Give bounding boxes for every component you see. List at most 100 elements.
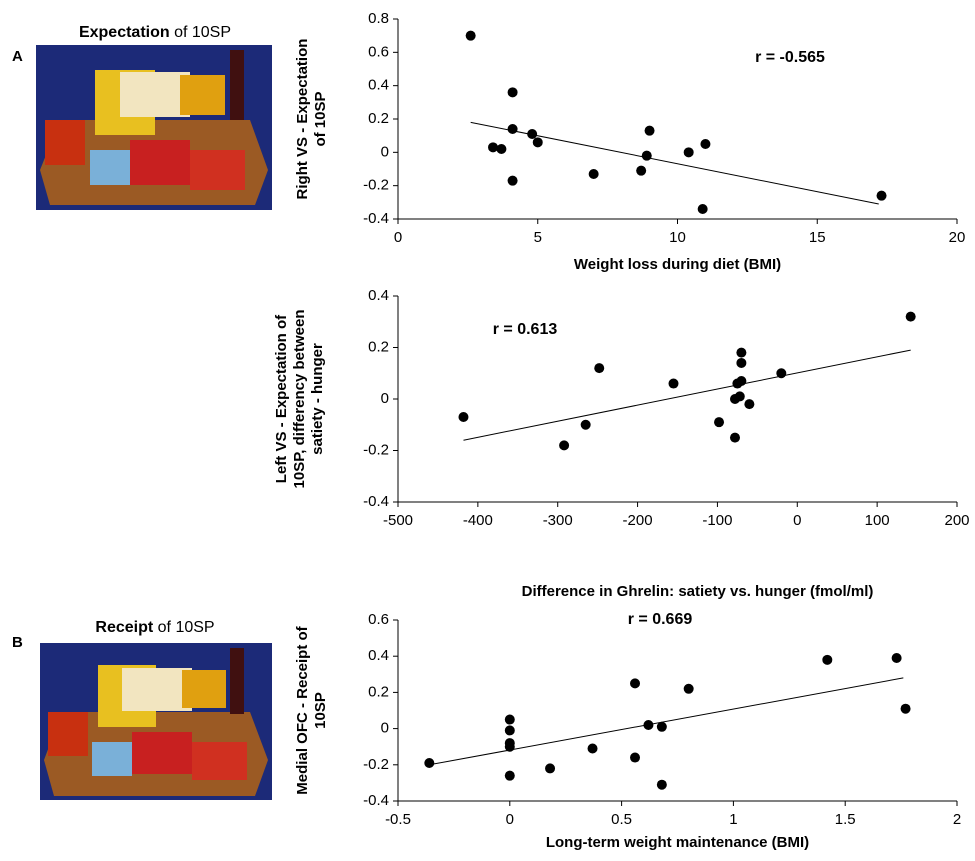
y-tick-label: 0	[381, 390, 389, 407]
point	[636, 165, 647, 176]
y-tick-label: 0.6	[368, 43, 389, 60]
y-tick-label: 0	[381, 720, 389, 737]
point	[496, 144, 507, 154]
caption-bold: Expectation	[79, 24, 170, 41]
x-tick-label: -200	[623, 512, 653, 529]
point	[507, 124, 518, 134]
annotation: r = 0.613	[493, 321, 558, 338]
y-axis-title: of 10SP	[312, 91, 329, 146]
x-tick-label: 200	[944, 512, 969, 529]
y-axis-title: 10SP	[312, 692, 329, 729]
point	[580, 419, 591, 430]
point	[545, 763, 556, 774]
point	[504, 725, 515, 736]
y-tick-label: 0.2	[368, 338, 389, 355]
y-tick-label: -0.4	[363, 210, 389, 227]
x-tick-label: 20	[949, 229, 966, 246]
y-tick-label: 0.8	[368, 10, 389, 27]
panel-caption: Receipt of 10SP	[95, 619, 214, 636]
point	[458, 412, 469, 423]
panel-label: B	[12, 634, 23, 651]
point	[683, 683, 694, 694]
point	[488, 142, 499, 153]
panel-caption: Expectation of 10SP	[79, 24, 231, 41]
point	[644, 125, 655, 136]
x-tick-label: 0	[394, 229, 402, 246]
annotation: r = 0.669	[628, 611, 693, 628]
x-tick-label: 1.5	[835, 811, 856, 828]
point	[465, 30, 476, 41]
y-tick-label: -0.2	[363, 177, 389, 194]
point	[641, 150, 652, 161]
y-tick-label: -0.4	[363, 493, 389, 510]
x-tick-label: 5	[534, 229, 542, 246]
photo	[36, 45, 272, 210]
point	[697, 204, 708, 214]
y-tick-label: 0	[381, 143, 389, 160]
point	[744, 399, 755, 410]
point	[734, 391, 745, 402]
point	[504, 770, 515, 781]
point	[424, 757, 435, 768]
panel-label: A	[12, 48, 23, 65]
point	[656, 721, 667, 732]
caption-bold: Receipt	[95, 619, 153, 636]
point	[900, 703, 911, 714]
x-tick-label: -0.5	[385, 811, 411, 828]
point	[668, 378, 679, 389]
point	[714, 417, 725, 428]
point	[891, 653, 902, 664]
y-axis-title: 10SP, differency between	[291, 310, 308, 489]
y-tick-label: 0.2	[368, 110, 389, 127]
trend-line	[470, 121, 879, 205]
x-tick-label: -400	[463, 512, 493, 529]
point	[504, 714, 515, 725]
x-tick-label: -500	[383, 512, 413, 529]
x-tick-label: 2	[953, 811, 961, 828]
point	[700, 139, 711, 149]
trend-line	[463, 349, 911, 441]
x-tick-label: -300	[543, 512, 573, 529]
photo	[40, 643, 272, 800]
x-tick-label: 100	[865, 512, 890, 529]
x-tick-label: 10	[669, 229, 686, 246]
point	[905, 311, 916, 322]
point	[507, 175, 518, 186]
y-tick-label: 0.2	[368, 683, 389, 700]
y-axis-title: Right VS - Expectation	[294, 39, 311, 200]
y-axis-title: Medial OFC - Receipt of	[294, 625, 311, 794]
point	[507, 87, 518, 98]
point	[656, 779, 667, 790]
x-axis-title: Weight loss during diet (BMI)	[574, 256, 781, 273]
point	[729, 432, 740, 443]
x-tick-label: 15	[809, 229, 826, 246]
y-axis-title: Left VS - Expectation of	[273, 314, 290, 483]
y-tick-label: -0.4	[363, 792, 389, 809]
point	[876, 190, 887, 201]
point	[736, 347, 747, 358]
x-tick-label: 0	[506, 811, 514, 828]
x-axis-title: Difference in Ghrelin: satiety vs. hunge…	[522, 583, 874, 600]
trend-line	[429, 677, 904, 766]
point	[532, 137, 543, 148]
point	[630, 752, 641, 763]
caption-rest: of 10SP	[174, 24, 231, 41]
point	[594, 363, 605, 374]
y-axis-title: satiety - hunger	[309, 343, 326, 455]
point	[588, 169, 599, 179]
point	[559, 440, 570, 451]
x-tick-label: 0	[793, 512, 801, 529]
caption-rest: of 10SP	[158, 619, 215, 636]
point	[587, 743, 598, 754]
y-tick-label: 0.4	[368, 647, 389, 664]
y-tick-label: -0.2	[363, 441, 389, 458]
point	[822, 654, 833, 665]
y-tick-label: 0.4	[368, 77, 389, 94]
y-tick-label: -0.2	[363, 756, 389, 773]
point	[736, 357, 747, 368]
annotation: r = -0.565	[755, 49, 825, 66]
x-tick-label: -100	[702, 512, 732, 529]
point	[527, 129, 538, 139]
x-tick-label: 1	[729, 811, 737, 828]
